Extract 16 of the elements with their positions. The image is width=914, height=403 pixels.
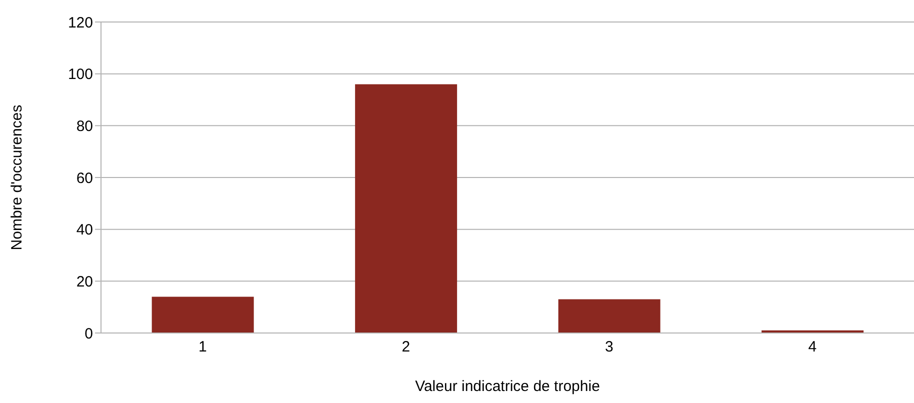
x-tick-label: 3	[604, 338, 614, 356]
x-tick-label: 2	[402, 338, 410, 356]
y-tick-label: 20	[76, 273, 93, 290]
x-axis-title: Valeur indicatrice de trophie	[415, 378, 600, 395]
bar	[152, 296, 254, 333]
y-axis-title: Nombre d'occurences	[8, 104, 26, 250]
y-tick-label: 60	[76, 170, 93, 187]
y-tick-label: 40	[76, 222, 93, 239]
y-tick-label: 80	[76, 118, 93, 135]
y-tick-label: 0	[84, 325, 93, 342]
bar	[558, 299, 660, 333]
x-tick-label: 4	[808, 338, 817, 356]
x-tick-label: 1	[198, 338, 207, 356]
bar	[355, 84, 458, 333]
y-tick-label: 100	[68, 66, 93, 84]
y-tick-label: 120	[68, 14, 93, 32]
